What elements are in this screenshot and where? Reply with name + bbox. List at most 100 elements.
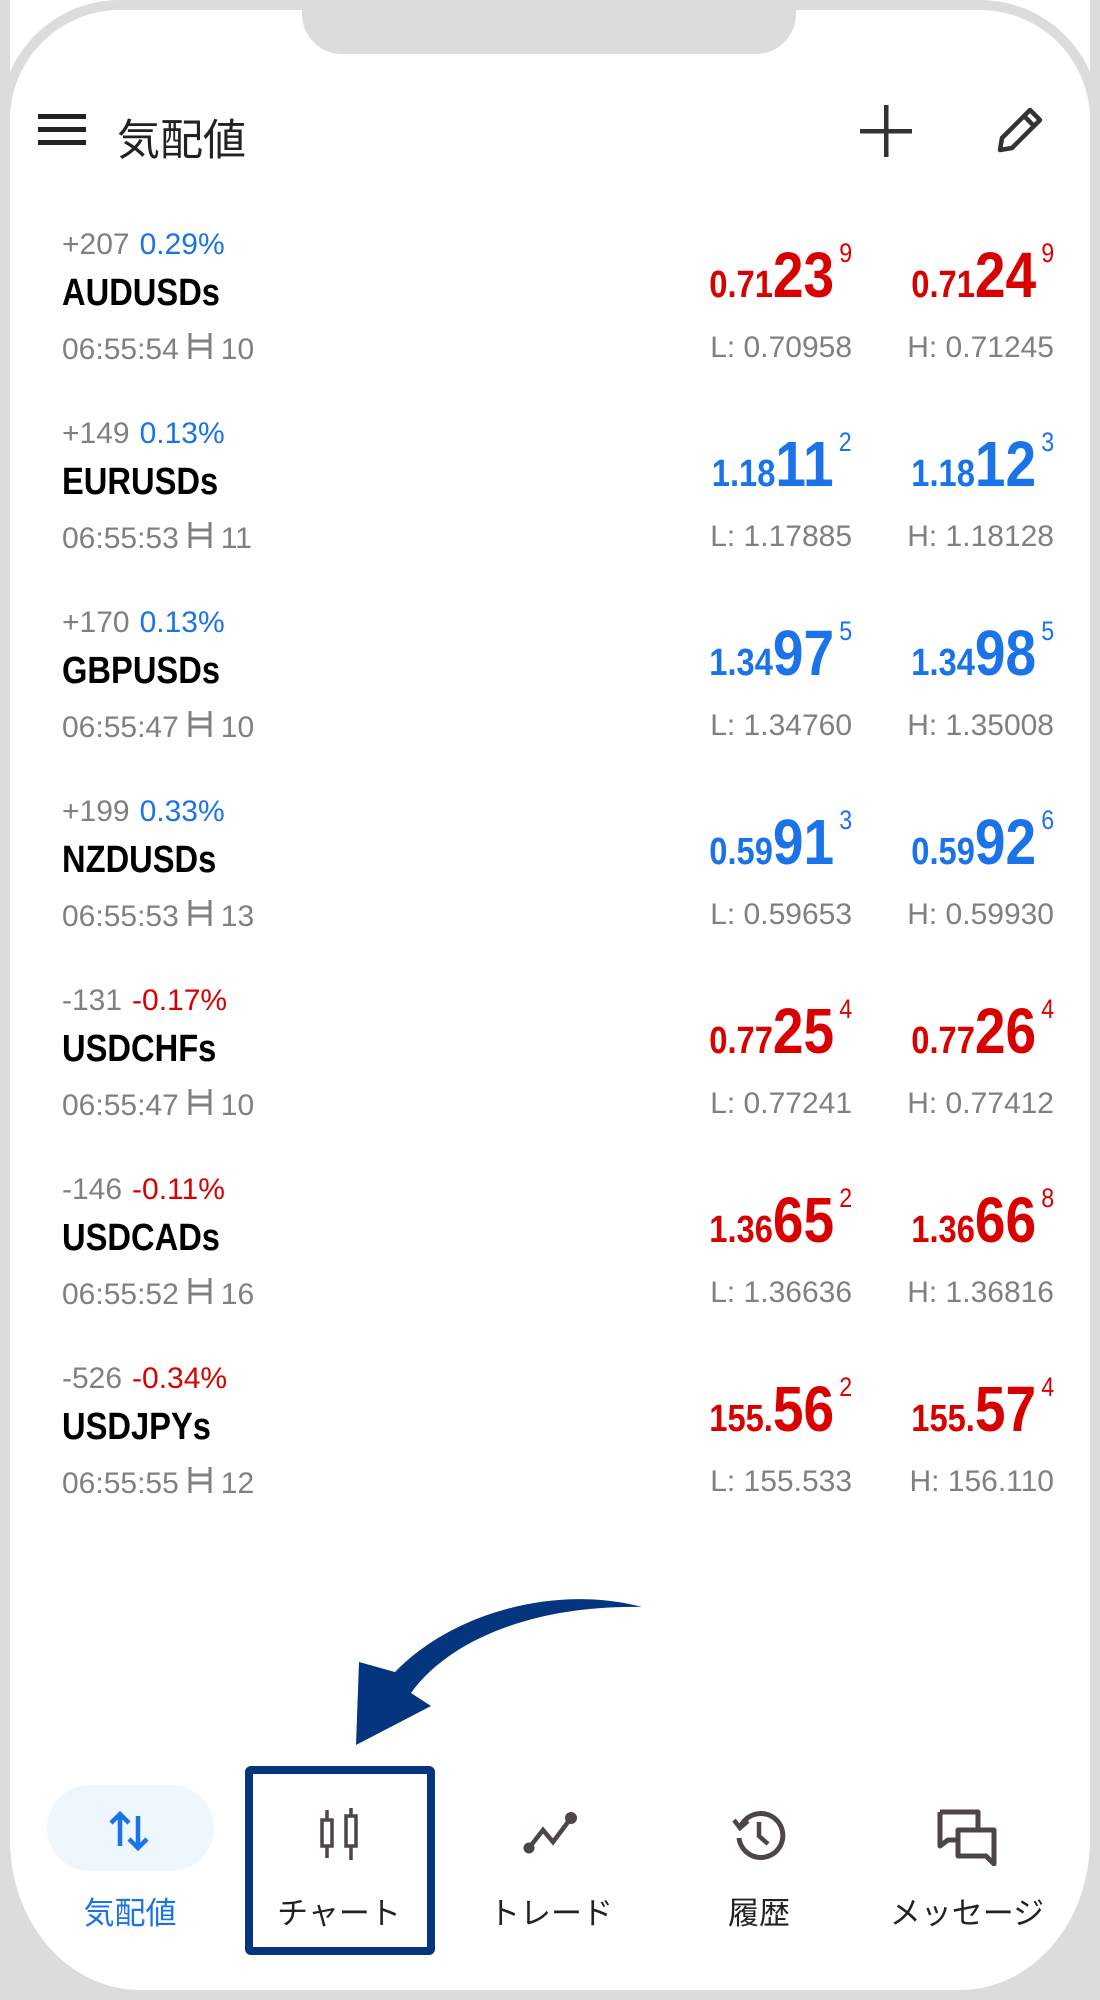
bid-prefix: 1.34 <box>709 642 773 684</box>
change: +149 0.13% <box>62 417 225 451</box>
bid-prefix: 1.36 <box>709 1209 773 1251</box>
bid-prefix: 155. <box>709 1398 773 1440</box>
ask-price[interactable]: 0.59 92 6 <box>911 805 1054 878</box>
nav-label: チャート <box>277 1896 401 1931</box>
active-tab-pill <box>47 1785 214 1871</box>
nav-label: トレード <box>489 1896 613 1931</box>
symbol: USDJPYs <box>62 1406 211 1448</box>
history-icon <box>730 1806 788 1869</box>
spread-icon <box>187 1087 213 1125</box>
low-price: L: 1.34760 <box>710 709 852 742</box>
ask-price[interactable]: 0.71 24 9 <box>911 238 1054 311</box>
quote-row[interactable]: -526 -0.34% USDJPYs 06:55:55 12 155. 56 2 15… <box>10 1362 1100 1551</box>
change-points: -146 <box>62 1173 123 1206</box>
ask-prefix: 155. <box>911 1398 975 1440</box>
symbol: USDCHFs <box>62 1028 217 1070</box>
bid-pips: 97 <box>772 617 834 689</box>
ask-pips: 12 <box>974 428 1036 500</box>
change: -146 -0.11% <box>62 1173 225 1207</box>
high-price: H: 0.71245 <box>907 331 1054 364</box>
change: -526 -0.34% <box>62 1362 227 1396</box>
ask-prefix: 1.36 <box>911 1209 975 1251</box>
bid-price[interactable]: 1.18 11 2 <box>712 427 852 500</box>
bid-price[interactable]: 155. 56 2 <box>709 1372 852 1445</box>
bid-fraction: 2 <box>839 427 852 457</box>
quote-time: 06:55:52 16 <box>62 1276 254 1314</box>
bid-prefix: 0.59 <box>709 831 773 873</box>
phone-notch <box>302 0 796 54</box>
quote-row[interactable]: +149 0.13% EURUSDs 06:55:53 11 1.18 11 2 1.1… <box>10 417 1100 606</box>
ask-price[interactable]: 1.36 66 8 <box>911 1183 1054 1256</box>
quote-row[interactable]: -146 -0.11% USDCADs 06:55:52 16 1.36 65 2 1.… <box>10 1173 1100 1362</box>
high-price: H: 0.77412 <box>907 1087 1054 1120</box>
time-value: 06:55:53 <box>62 900 179 933</box>
plus-icon[interactable] <box>858 103 914 164</box>
ask-fraction: 4 <box>1041 994 1054 1024</box>
ask-pips: 98 <box>974 617 1036 689</box>
bid-price[interactable]: 1.34 97 5 <box>709 616 852 689</box>
bid-price[interactable]: 1.36 65 2 <box>709 1183 852 1256</box>
spread-icon <box>187 331 213 369</box>
time-value: 06:55:55 <box>62 1467 179 1500</box>
low-price: L: 0.77241 <box>710 1087 852 1120</box>
change-points: +149 <box>62 417 130 450</box>
quote-row[interactable]: +207 0.29% AUDUSDs 06:55:54 10 0.71 23 9 0.7… <box>10 228 1100 417</box>
low-price: L: 0.59653 <box>710 898 852 931</box>
low-price: L: 0.70958 <box>710 331 852 364</box>
bid-price[interactable]: 0.77 25 4 <box>709 994 852 1067</box>
change-percent: -0.34% <box>132 1362 228 1395</box>
bid-fraction: 2 <box>839 1372 852 1402</box>
hamburger-icon[interactable] <box>38 112 88 153</box>
bid-fraction: 5 <box>839 616 852 646</box>
ask-fraction: 5 <box>1041 616 1054 646</box>
ask-price[interactable]: 155. 57 4 <box>911 1372 1054 1445</box>
pencil-icon[interactable] <box>994 104 1046 161</box>
spread-icon <box>187 520 213 558</box>
nav-label: メッセージ <box>889 1896 1045 1931</box>
time-value: 06:55:54 <box>62 333 179 366</box>
nav-tab-messages[interactable]: メッセージ <box>867 1790 1067 1940</box>
low-price: L: 1.17885 <box>710 520 852 553</box>
quote-row[interactable]: +170 0.13% GBPUSDs 06:55:47 10 1.34 97 5 1.3… <box>10 606 1100 795</box>
nav-tab-swap-vertical[interactable]: 気配値 <box>30 1790 230 1940</box>
symbol: EURUSDs <box>62 461 219 503</box>
quote-time: 06:55:47 10 <box>62 709 254 747</box>
ask-price[interactable]: 0.77 26 4 <box>911 994 1054 1067</box>
spread-value: 12 <box>220 1467 255 1500</box>
bid-pips: 11 <box>775 428 834 500</box>
change-points: -526 <box>62 1362 123 1395</box>
change-percent: 0.13% <box>139 417 225 450</box>
app-surface: 気配値 +207 0.29% AUDUSDs 06:55:54 10 0.71 23 9… <box>10 0 1090 1990</box>
ask-fraction: 4 <box>1041 1372 1054 1402</box>
ask-prefix: 0.59 <box>911 831 975 873</box>
quote-time: 06:55:55 12 <box>62 1465 254 1503</box>
ask-pips: 24 <box>974 239 1036 311</box>
ask-fraction: 9 <box>1041 238 1054 268</box>
spread-icon <box>187 898 213 936</box>
symbol: NZDUSDs <box>62 839 217 881</box>
ask-price[interactable]: 1.18 12 3 <box>911 427 1054 500</box>
swap-vertical-icon <box>105 1806 155 1861</box>
nav-tab-trade-line[interactable]: トレード <box>451 1790 651 1940</box>
quote-time: 06:55:54 10 <box>62 331 254 369</box>
trade-line-icon <box>521 1806 581 1863</box>
low-price: L: 155.533 <box>710 1465 852 1498</box>
nav-tab-candlestick[interactable]: チャート <box>239 1790 439 1940</box>
symbol: USDCADs <box>62 1217 220 1259</box>
bid-price[interactable]: 0.59 91 3 <box>709 805 852 878</box>
ask-price[interactable]: 1.34 98 5 <box>911 616 1054 689</box>
symbol: GBPUSDs <box>62 650 220 692</box>
chart-tab-highlight-box <box>245 1766 435 1955</box>
quote-row[interactable]: +199 0.33% NZDUSDs 06:55:53 13 0.59 91 3 0.5… <box>10 795 1100 984</box>
change-percent: 0.13% <box>139 606 225 639</box>
quote-row[interactable]: -131 -0.17% USDCHFs 06:55:47 10 0.77 25 4 0.… <box>10 984 1100 1173</box>
quote-time: 06:55:53 11 <box>62 520 252 558</box>
ask-pips: 26 <box>974 995 1036 1067</box>
change-points: -131 <box>62 984 123 1017</box>
bid-price[interactable]: 0.71 23 9 <box>709 238 852 311</box>
ask-prefix: 1.34 <box>911 642 975 684</box>
nav-tab-history[interactable]: 履歴 <box>659 1790 859 1940</box>
bid-pips: 65 <box>772 1184 834 1256</box>
